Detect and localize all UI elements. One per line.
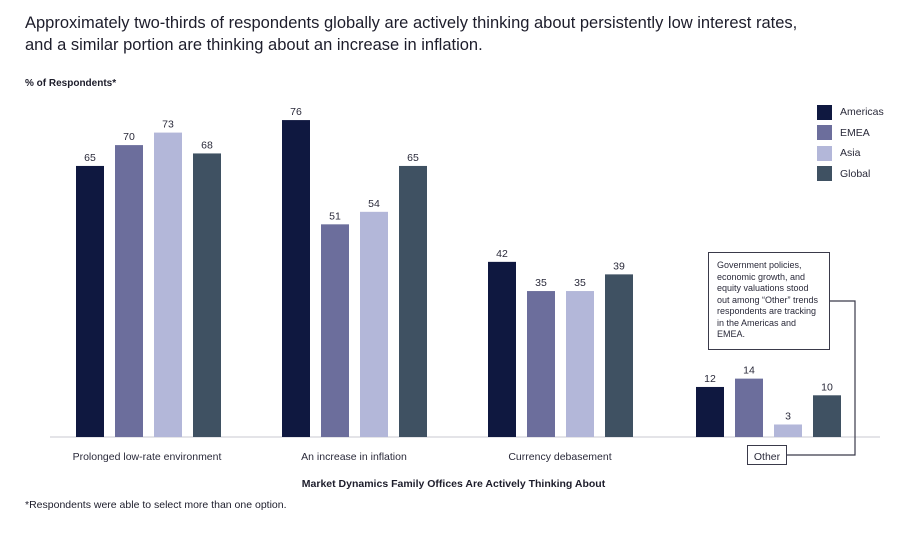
legend-item-americas: Americas bbox=[817, 102, 884, 123]
data-label: 76 bbox=[290, 106, 302, 118]
bar-americas-1 bbox=[282, 120, 310, 437]
legend-item-asia: Asia bbox=[817, 143, 884, 164]
x-tick-label: An increase in inflation bbox=[301, 451, 407, 463]
legend-label: Asia bbox=[840, 147, 861, 160]
data-label: 65 bbox=[407, 152, 419, 164]
legend-swatch bbox=[817, 166, 832, 182]
bar-emea-3 bbox=[735, 378, 763, 437]
x-tick-label: Other bbox=[754, 451, 781, 463]
footnote: *Respondents were able to select more th… bbox=[25, 499, 287, 511]
data-label: 65 bbox=[84, 152, 96, 164]
legend-label: Global bbox=[840, 167, 871, 180]
bar-americas-2 bbox=[488, 261, 516, 437]
bar-americas-0 bbox=[76, 165, 104, 437]
legend-swatch bbox=[817, 125, 832, 141]
bar-asia-3 bbox=[774, 424, 802, 437]
bar-global-2 bbox=[605, 274, 633, 437]
bar-asia-2 bbox=[566, 291, 594, 437]
x-tick-label: Currency debasement bbox=[508, 451, 611, 463]
data-label: 73 bbox=[162, 119, 174, 131]
bar-global-1 bbox=[399, 165, 427, 437]
bar-emea-0 bbox=[115, 145, 143, 437]
data-label: 42 bbox=[496, 248, 508, 260]
bar-asia-0 bbox=[154, 132, 182, 437]
x-axis-title: Market Dynamics Family Offices Are Activ… bbox=[301, 478, 606, 490]
data-label: 12 bbox=[704, 373, 716, 385]
data-label: 35 bbox=[535, 277, 547, 289]
data-label: 54 bbox=[368, 198, 380, 210]
legend: Americas EMEA Asia Global bbox=[817, 102, 884, 184]
data-label: 10 bbox=[821, 381, 833, 393]
other-annotation-callout: Government policies, economic growth, an… bbox=[708, 252, 830, 350]
data-label: 14 bbox=[743, 365, 755, 377]
bar-americas-3 bbox=[696, 386, 724, 437]
legend-swatch bbox=[817, 145, 832, 161]
data-label: 35 bbox=[574, 277, 586, 289]
callout-connector bbox=[787, 300, 856, 456]
other-label-box bbox=[747, 445, 787, 465]
bar-emea-2 bbox=[527, 291, 555, 437]
bar-global-3 bbox=[813, 395, 841, 437]
data-label: 68 bbox=[201, 139, 213, 151]
legend-label: EMEA bbox=[840, 126, 870, 139]
chart-title: Approximately two-thirds of respondents … bbox=[25, 14, 798, 54]
legend-item-global: Global bbox=[817, 164, 884, 185]
data-label: 3 bbox=[785, 410, 791, 422]
bar-emea-1 bbox=[321, 224, 349, 437]
legend-label: Americas bbox=[840, 106, 884, 119]
data-label: 70 bbox=[123, 131, 135, 143]
data-label: 51 bbox=[329, 210, 341, 222]
bar-global-0 bbox=[193, 153, 221, 437]
data-label: 39 bbox=[613, 260, 625, 272]
legend-item-emea: EMEA bbox=[817, 123, 884, 144]
y-axis-label: % of Respondents* bbox=[25, 78, 117, 89]
x-tick-label: Prolonged low-rate environment bbox=[73, 451, 222, 463]
bar-asia-1 bbox=[360, 211, 388, 437]
legend-swatch bbox=[817, 104, 832, 120]
